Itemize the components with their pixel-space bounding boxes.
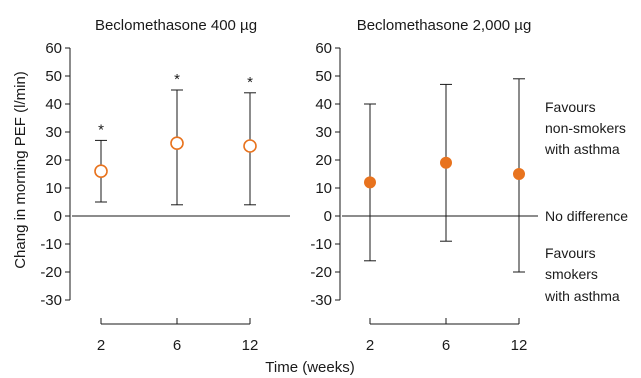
panel-2000-x-tick-label: 6 — [442, 337, 450, 354]
panel-2000-y-tick-label: 10 — [315, 180, 332, 197]
panel-400-y-tick-label: -30 — [40, 292, 62, 309]
panel-2000-data-point — [440, 156, 452, 169]
panel-2000-data-point — [513, 168, 525, 180]
panel-2000-data-point — [364, 176, 376, 189]
panel-2000-y-tick-label: 20 — [315, 152, 332, 169]
panel-title-2000: Beclomethasone 2,000 µg — [357, 17, 532, 34]
annotation-no-difference: No difference — [545, 208, 628, 224]
annotation-bottom-line-3: with asthma — [544, 288, 620, 304]
panel-400-x-tick-label: 2 — [97, 337, 105, 354]
panel-400-data-point — [94, 164, 108, 178]
panel-2000-y-tick-label: 30 — [315, 124, 332, 141]
panel-400-y-tick-label: 10 — [45, 180, 62, 197]
annotation-bottom-line-2: smokers — [545, 266, 598, 282]
panel-400-y-tick-label: 40 — [45, 96, 62, 113]
panel-2000-y-tick-label: -10 — [310, 236, 332, 253]
panel-400-x-tick-label: 12 — [242, 337, 259, 354]
panel-400-significance-mark: * — [174, 71, 180, 88]
panel-2000-y-tick-label: 60 — [315, 40, 332, 57]
panel-400-y-tick-label: -20 — [40, 264, 62, 281]
panel-400-significance-mark: * — [98, 121, 104, 138]
annotation-top-line-1: Favours — [545, 99, 596, 115]
panel-2000-y-tick-label: 50 — [315, 68, 332, 85]
panel-2000-y-tick-label: 0 — [324, 208, 332, 225]
panel-title-400: Beclomethasone 400 µg — [95, 17, 257, 34]
panel-2000-y-tick-label: 40 — [315, 96, 332, 113]
panel-400-data-point — [243, 139, 257, 153]
annotation-top-line-2: non-smokers — [545, 120, 626, 136]
panel-2000-y-tick-label: -30 — [310, 292, 332, 309]
panel-400-y-tick-label: 20 — [45, 152, 62, 169]
panel-400-x-tick-label: 6 — [173, 337, 181, 354]
panel-400-y-tick-label: 0 — [54, 208, 62, 225]
panel-2000-x-tick-label: 12 — [511, 337, 528, 354]
annotation-bottom-line-1: Favours — [545, 245, 596, 261]
panel-400-data-point — [170, 136, 184, 150]
panel-400-y-tick-label: 50 — [45, 68, 62, 85]
panel-400-significance-mark: * — [247, 74, 253, 91]
x-axis-label: Time (weeks) — [265, 359, 354, 376]
y-axis-label: Chang in morning PEF (l/min) — [12, 71, 29, 269]
panel-400-y-tick-label: 60 — [45, 40, 62, 57]
panel-2000-x-tick-label: 2 — [366, 337, 374, 354]
panel-400-y-tick-label: -10 — [40, 236, 62, 253]
panel-400-y-tick-label: 30 — [45, 124, 62, 141]
annotation-top-line-3: with asthma — [544, 141, 620, 157]
panel-2000-y-tick-label: -20 — [310, 264, 332, 281]
